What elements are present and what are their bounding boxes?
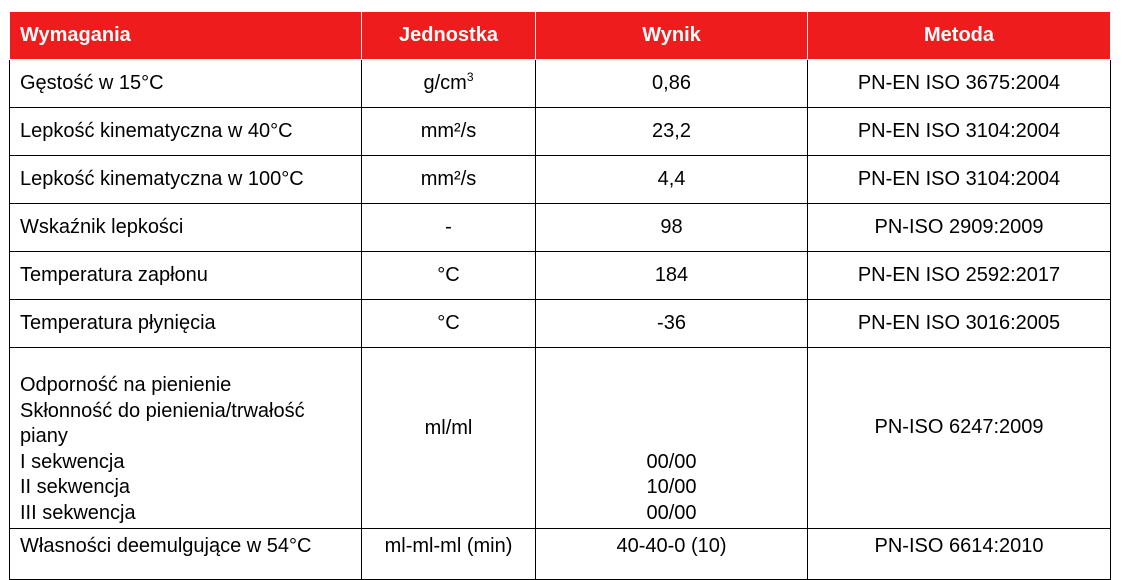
foam-line: I sekwencja <box>20 450 125 473</box>
table-row: Lepkość kinematyczna w 100°C mm²/s 4,4 P… <box>9 155 1111 204</box>
foam-line: piany <box>20 425 68 447</box>
foam-result: 10/00 <box>646 476 697 498</box>
unit-base: g/cm <box>423 72 467 94</box>
foam-line: Skłonność do pienienia/trwałość <box>20 399 305 422</box>
foam-line: III sekwencja <box>20 501 136 524</box>
result-cell: 0,86 <box>535 59 808 108</box>
unit-cell: mm²/s <box>361 155 536 204</box>
requirement-cell: Lepkość kinematyczna w 100°C <box>9 155 362 204</box>
header-requirements: Wymagania <box>9 11 362 60</box>
table-row: Lepkość kinematyczna w 40°C mm²/s 23,2 P… <box>9 107 1111 156</box>
table-row: Wskaźnik lepkości - 98 PN-ISO 2909:2009 <box>9 203 1111 252</box>
result-cell: 00/00 10/00 00/00 <box>535 347 808 529</box>
result-cell: 184 <box>535 251 808 300</box>
foam-result: 00/00 <box>646 450 697 473</box>
method-cell: PN-EN ISO 3104:2004 <box>807 155 1111 204</box>
method-cell: PN-ISO 2909:2009 <box>807 203 1111 252</box>
requirement-cell: Odporność na pienienie Skłonność do pien… <box>9 347 362 529</box>
result-cell: 40-40-0 (10) <box>535 528 808 580</box>
method-cell: PN-EN ISO 2592:2017 <box>807 251 1111 300</box>
specification-table: Wymagania Jednostka Wynik Metoda Gęstość… <box>9 11 1111 580</box>
table-row: Temperatura płynięcia °C -36 PN-EN ISO 3… <box>9 299 1111 348</box>
table-row: Gęstość w 15°C g/cm3 0,86 PN-EN ISO 3675… <box>9 59 1111 108</box>
method-cell: PN-ISO 6614:2010 <box>807 528 1111 580</box>
requirement-cell: Temperatura płynięcia <box>9 299 362 348</box>
header-method: Metoda <box>807 11 1111 60</box>
unit-cell: ml/ml <box>361 347 536 529</box>
table-row: Własności deemulgujące w 54°C ml-ml-ml (… <box>9 528 1111 580</box>
unit-superscript: 3 <box>466 70 474 84</box>
foam-row: Odporność na pienienie Skłonność do pien… <box>9 347 1111 529</box>
result-cell: 4,4 <box>535 155 808 204</box>
result-cell: 23,2 <box>535 107 808 156</box>
requirement-cell: Gęstość w 15°C <box>9 59 362 108</box>
foam-line: Odporność na pienienie <box>20 374 232 396</box>
method-cell: PN-EN ISO 3675:2004 <box>807 59 1111 108</box>
unit-cell: - <box>361 203 536 252</box>
unit-cell: °C <box>361 299 536 348</box>
header-unit: Jednostka <box>361 11 536 60</box>
result-cell: 98 <box>535 203 808 252</box>
method-cell: PN-EN ISO 3104:2004 <box>807 107 1111 156</box>
method-cell: PN-EN ISO 3016:2005 <box>807 299 1111 348</box>
header-row: Wymagania Jednostka Wynik Metoda <box>9 11 1111 60</box>
unit-cell: °C <box>361 251 536 300</box>
header-result: Wynik <box>535 11 808 60</box>
unit-cell: g/cm3 <box>361 59 536 108</box>
unit-cell: ml-ml-ml (min) <box>361 528 536 580</box>
requirement-cell: Własności deemulgujące w 54°C <box>9 528 362 580</box>
foam-result: 00/00 <box>646 501 697 524</box>
requirement-cell: Temperatura zapłonu <box>9 251 362 300</box>
foam-line: II sekwencja <box>20 476 131 498</box>
requirement-cell: Wskaźnik lepkości <box>9 203 362 252</box>
method-cell: PN-ISO 6247:2009 <box>807 347 1111 529</box>
unit-cell: mm²/s <box>361 107 536 156</box>
requirement-cell: Lepkość kinematyczna w 40°C <box>9 107 362 156</box>
table-row: Temperatura zapłonu °C 184 PN-EN ISO 259… <box>9 251 1111 300</box>
result-cell: -36 <box>535 299 808 348</box>
